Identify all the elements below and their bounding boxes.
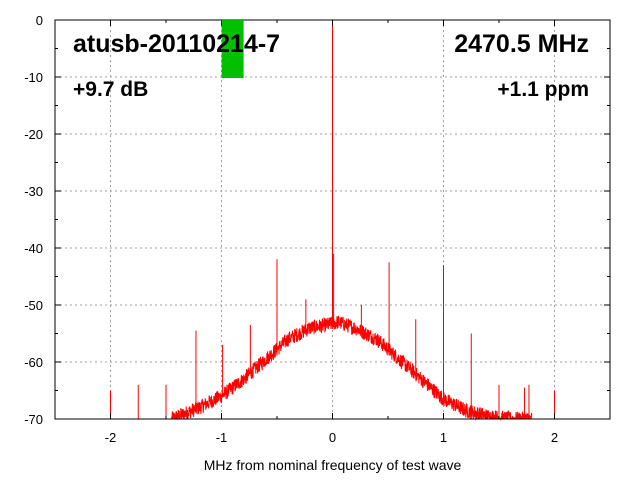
x-tick-label: -1	[216, 430, 228, 445]
y-tick-label: -40	[24, 241, 43, 256]
y-tick-label: -70	[24, 412, 43, 427]
x-tick-label: 0	[329, 430, 336, 445]
green-marker	[221, 20, 244, 78]
axis-ticks	[54, 19, 611, 420]
gain-text: +9.7 dB	[73, 78, 148, 101]
y-tick-label: -50	[24, 298, 43, 313]
ppm-text: +1.1 ppm	[497, 78, 589, 101]
noise-floor-line	[171, 315, 533, 421]
y-tick-label: -20	[24, 127, 43, 142]
spectrum-trace	[110, 20, 555, 421]
x-tick-label: 2	[551, 430, 558, 445]
x-tick-label: -2	[105, 430, 117, 445]
y-tick-label: -60	[24, 355, 43, 370]
tick-labels: 0-10-20-30-40-50-60-70-2 -1 0 1 2	[24, 13, 558, 445]
frequency-text: 2470.5 MHz	[454, 30, 589, 58]
y-tick-label: -30	[24, 184, 43, 199]
chart-title: atusb-20110214-7	[73, 30, 280, 58]
y-tick-label: -10	[24, 70, 43, 85]
x-axis-label: MHz from nominal frequency of test wave	[204, 457, 462, 473]
x-tick-label: 1	[440, 430, 447, 445]
y-tick-label: 0	[36, 13, 43, 28]
